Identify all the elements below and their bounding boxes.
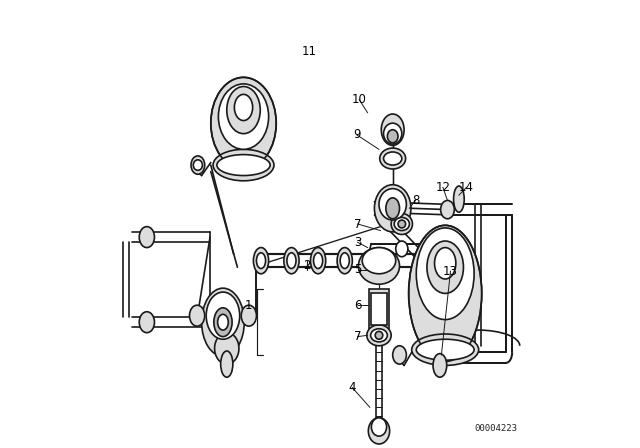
Ellipse shape <box>386 198 399 219</box>
Ellipse shape <box>218 314 228 330</box>
Ellipse shape <box>214 308 232 336</box>
Ellipse shape <box>140 312 154 333</box>
Ellipse shape <box>412 334 479 366</box>
Ellipse shape <box>396 241 408 257</box>
Ellipse shape <box>287 253 296 268</box>
Text: 8: 8 <box>412 194 419 207</box>
Ellipse shape <box>257 253 266 268</box>
Ellipse shape <box>241 305 257 326</box>
Ellipse shape <box>221 351 233 377</box>
Text: 12: 12 <box>435 181 451 194</box>
Ellipse shape <box>394 217 410 231</box>
Ellipse shape <box>381 114 404 146</box>
Ellipse shape <box>383 123 402 144</box>
Ellipse shape <box>427 241 463 293</box>
Ellipse shape <box>314 253 323 268</box>
Ellipse shape <box>217 155 270 176</box>
Ellipse shape <box>374 185 411 232</box>
Ellipse shape <box>371 418 387 436</box>
Ellipse shape <box>310 248 326 274</box>
Text: 14: 14 <box>459 181 474 194</box>
Text: 11: 11 <box>301 45 316 58</box>
Ellipse shape <box>380 148 406 169</box>
Ellipse shape <box>440 200 454 219</box>
Ellipse shape <box>362 248 396 274</box>
Ellipse shape <box>426 241 438 257</box>
Text: 13: 13 <box>443 265 458 278</box>
Ellipse shape <box>358 248 399 284</box>
Ellipse shape <box>454 186 464 212</box>
Ellipse shape <box>383 152 402 165</box>
Text: 7: 7 <box>354 330 362 343</box>
Text: 10: 10 <box>352 93 367 106</box>
Ellipse shape <box>367 325 391 346</box>
Ellipse shape <box>387 130 398 143</box>
Ellipse shape <box>218 84 269 149</box>
Ellipse shape <box>435 248 456 279</box>
Ellipse shape <box>214 333 239 364</box>
Text: 1: 1 <box>244 299 252 312</box>
Text: 3: 3 <box>354 236 362 249</box>
Text: 2: 2 <box>303 259 310 272</box>
Ellipse shape <box>213 149 274 181</box>
Ellipse shape <box>371 329 387 342</box>
Ellipse shape <box>234 95 253 121</box>
Ellipse shape <box>409 225 482 362</box>
Ellipse shape <box>398 220 406 228</box>
Ellipse shape <box>393 346 406 364</box>
Ellipse shape <box>416 228 474 319</box>
Ellipse shape <box>191 156 205 174</box>
Ellipse shape <box>206 292 240 339</box>
Text: 5: 5 <box>354 263 362 276</box>
Ellipse shape <box>340 253 349 268</box>
Ellipse shape <box>416 339 474 360</box>
Text: 4: 4 <box>349 381 356 394</box>
Ellipse shape <box>193 160 202 170</box>
Ellipse shape <box>337 248 353 274</box>
Ellipse shape <box>140 227 154 248</box>
Ellipse shape <box>433 353 447 377</box>
Ellipse shape <box>227 86 260 134</box>
Ellipse shape <box>369 418 390 444</box>
Ellipse shape <box>211 78 276 169</box>
Text: 6: 6 <box>354 299 362 312</box>
Ellipse shape <box>253 248 269 274</box>
Bar <box>369 289 389 329</box>
Ellipse shape <box>189 305 205 326</box>
Text: 7: 7 <box>354 217 362 231</box>
Ellipse shape <box>202 288 244 356</box>
Text: 9: 9 <box>353 129 361 142</box>
Ellipse shape <box>379 189 406 220</box>
Bar <box>371 293 387 325</box>
Ellipse shape <box>375 332 383 339</box>
Text: 00004223: 00004223 <box>474 424 517 433</box>
Ellipse shape <box>284 248 299 274</box>
Ellipse shape <box>391 214 412 234</box>
